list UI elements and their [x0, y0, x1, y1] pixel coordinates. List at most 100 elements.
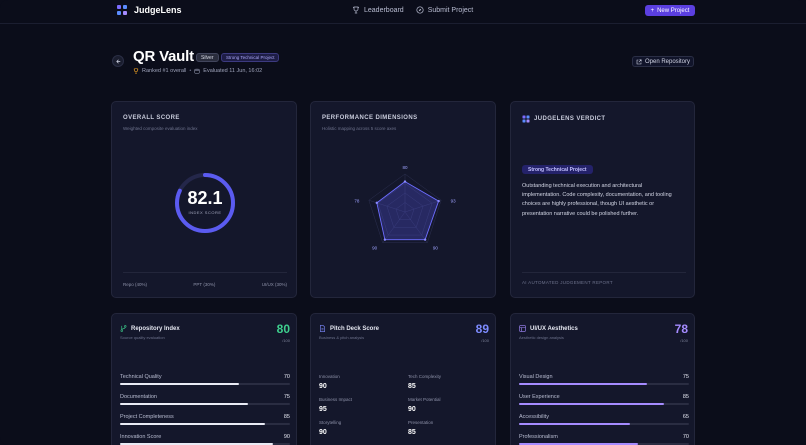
radar-value-label: 93: [451, 198, 457, 203]
back-button[interactable]: [112, 55, 124, 67]
git-branch-icon: [120, 325, 127, 332]
score-bar-label: Documentation: [120, 394, 157, 400]
new-project-button[interactable]: + New Project: [645, 5, 695, 16]
pitch-metric: Tech Complexity 85: [408, 374, 441, 390]
uiux-card: UI/UX Aesthetics Aesthetic design analys…: [510, 313, 695, 445]
pitch-metric-label: Market Potential: [408, 397, 441, 402]
tag-badge: Strong Technical Project: [221, 53, 280, 62]
pitch-subtitle: Business & pitch analysis: [319, 335, 365, 340]
repo-max: /100: [282, 338, 290, 343]
radar-spoke: [404, 211, 428, 243]
score-bar-fill: [120, 383, 239, 385]
radar-spoke: [382, 211, 406, 243]
top-nav: JudgeLens Leaderboard Submit Project + N…: [0, 0, 806, 24]
trophy-icon: [353, 6, 359, 14]
pitch-metric-value: 85: [408, 429, 416, 436]
score-bar-value: 85: [283, 414, 290, 420]
uiux-score: 78: [674, 322, 688, 336]
nav-link-submit[interactable]: Submit Project: [416, 6, 474, 14]
verdict-footer: AI AUTOMATED JUDGEMENT REPORT: [522, 280, 613, 285]
divider: [522, 272, 686, 273]
pitch-metric-value: 95: [319, 406, 327, 413]
uiux-header: UI/UX Aesthetics: [519, 325, 578, 332]
document-icon: [320, 325, 325, 332]
nav-link-label: Leaderboard: [364, 6, 404, 14]
radar-point: [383, 238, 387, 241]
brand[interactable]: JudgeLens: [116, 4, 182, 16]
uiux-title: UI/UX Aesthetics: [530, 325, 578, 332]
pitch-metric-label: Tech Complexity: [408, 374, 442, 379]
score-bar-fill: [519, 423, 630, 425]
calendar-icon: [194, 68, 200, 74]
score-bar-label: Innovation Score: [120, 434, 162, 440]
card-title: OVERALL SCORE: [123, 115, 180, 121]
weight-repo: Repo (40%): [123, 282, 148, 287]
pitch-metric: Innovation 90: [319, 374, 340, 390]
meta-separator: •: [189, 68, 192, 74]
pitch-metric-value: 90: [319, 429, 327, 436]
pitch-metric-label: Innovation: [319, 374, 340, 379]
index-score-label: INDEX SCORE: [188, 210, 222, 215]
score-bar-value: 75: [682, 374, 689, 380]
radar-grid-ring: [377, 183, 433, 236]
score-bar-track: [519, 403, 689, 405]
score-bar-track: [120, 403, 290, 405]
pitch-metric: Presentation 85: [408, 420, 433, 436]
score-bar-value: 85: [682, 394, 689, 400]
verdict-card: JUDGELENS VERDICT Strong Technical Proje…: [510, 101, 695, 298]
radar-grid-ring: [368, 173, 442, 243]
radar-spoke: [404, 200, 442, 213]
score-bar-fill: [519, 403, 664, 405]
pitch-metric-value: 90: [319, 383, 327, 390]
index-score-value: 82.1: [187, 188, 223, 208]
score-bar-value: 75: [283, 394, 290, 400]
score-bar-label: Project Completeness: [120, 414, 174, 420]
score-bar-fill: [120, 403, 248, 405]
radar-grid-ring: [395, 202, 415, 220]
pitch-metric: Storytelling 90: [319, 420, 341, 436]
repo-score: 80: [276, 322, 290, 336]
weight-uiux: UI/UX (30%): [261, 282, 287, 287]
radar-chart: 80 93 90 90 78: [335, 157, 475, 262]
pitch-deck-card: Pitch Deck Score Business & pitch analys…: [310, 313, 496, 445]
repo-subtitle: Source quality evaluation: [120, 335, 165, 340]
score-bar-value: 70: [283, 374, 290, 380]
pitch-metric-value: 90: [408, 406, 416, 413]
open-repository-label: Open Repository: [644, 58, 691, 65]
score-bar-fill: [519, 443, 638, 445]
radar-value-label: 90: [433, 246, 439, 251]
performance-card: PERFORMANCE DIMENSIONS Holistic mapping …: [310, 101, 496, 298]
open-repository-button[interactable]: Open Repository: [632, 56, 694, 67]
nav-link-leaderboard[interactable]: Leaderboard: [352, 6, 404, 14]
weight-ppt: PPT (30%): [193, 282, 216, 287]
pitch-metric: Business Impact 95: [319, 397, 352, 413]
verdict-title: JUDGELENS VERDICT: [522, 115, 605, 123]
uiux-max: /100: [680, 338, 688, 343]
pitch-metric-value: 85: [408, 383, 416, 390]
score-bar-value: 70: [682, 434, 689, 440]
trophy-icon: [133, 68, 139, 74]
radar-value-label: 78: [354, 198, 360, 203]
pitch-score: 89: [475, 322, 489, 336]
repo-header: Repository Index: [120, 325, 180, 332]
score-bar-fill: [120, 423, 265, 425]
score-bar-label: User Experience: [519, 394, 560, 400]
new-project-label: New Project: [657, 7, 690, 14]
pitch-max: /100: [481, 338, 489, 343]
score-bar-label: Accessibility: [519, 414, 549, 420]
score-bar-track: [120, 443, 290, 445]
card-subtitle: Weighted composite evaluation index: [123, 126, 198, 131]
repository-index-card: Repository Index Source quality evaluati…: [111, 313, 297, 445]
radar-grid-ring: [386, 192, 424, 228]
arrow-left-icon: [115, 59, 120, 63]
nav-link-label: Submit Project: [427, 6, 474, 14]
rank-text: Ranked #1 overall: [142, 68, 187, 74]
pitch-header: Pitch Deck Score: [319, 325, 379, 332]
score-ring: 82.1 INDEX SCORE: [172, 170, 238, 236]
nav-links: Leaderboard Submit Project: [352, 6, 473, 14]
radar-value-label: 90: [372, 246, 378, 251]
pitch-metric: Market Potential 90: [408, 397, 441, 413]
radar-series-area: [376, 181, 440, 241]
divider: [123, 272, 287, 273]
weight-breakdown: Repo (40%) PPT (30%) UI/UX (30%): [123, 282, 287, 287]
